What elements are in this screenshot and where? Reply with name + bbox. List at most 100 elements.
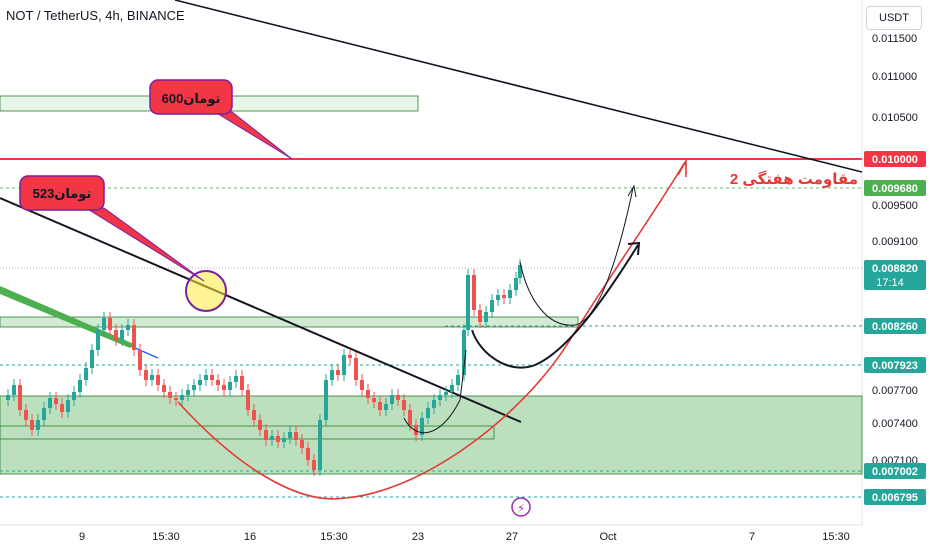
highlight-circle[interactable] bbox=[185, 270, 227, 312]
candle-body bbox=[252, 410, 256, 420]
red-arc-projection[interactable] bbox=[177, 161, 686, 500]
time-tick-label: 23 bbox=[412, 531, 424, 543]
candle-body bbox=[360, 380, 364, 390]
curve-bold[interactable] bbox=[471, 244, 639, 369]
resistance-label: مقاومت هفتگی 2 bbox=[730, 170, 858, 188]
candle-body bbox=[502, 295, 506, 298]
candle-body bbox=[366, 390, 370, 398]
price-tick-label: 0.007700 bbox=[872, 385, 918, 397]
candle-body bbox=[192, 385, 196, 390]
candle-body bbox=[518, 265, 522, 278]
time-tick-label: 27 bbox=[506, 531, 518, 543]
price-tag-label: 0.008820 bbox=[872, 263, 918, 275]
candle-body bbox=[144, 370, 148, 380]
time-tick-label: 15:30 bbox=[152, 531, 180, 543]
candle-body bbox=[294, 432, 298, 440]
callout-600-text: تومان600 bbox=[162, 91, 221, 106]
callout-523[interactable] bbox=[19, 175, 105, 211]
candle-body bbox=[168, 392, 172, 398]
price-tags: 0.010000 0.009680 0.008820 17:14 0.008260 0.0… bbox=[864, 151, 926, 505]
price-tag bbox=[864, 180, 926, 196]
candle-body bbox=[108, 318, 112, 330]
candle-body bbox=[204, 375, 208, 380]
candle-body bbox=[432, 400, 436, 408]
price-tick-label: 0.010500 bbox=[872, 112, 918, 124]
candle-body bbox=[162, 385, 166, 392]
candle-body bbox=[42, 408, 46, 420]
price-tag-label: 0.010000 bbox=[872, 154, 918, 166]
candle-body bbox=[348, 355, 352, 358]
price-tick-label: 0.011000 bbox=[872, 71, 917, 83]
candle-body bbox=[336, 370, 340, 375]
candle-body bbox=[312, 460, 316, 470]
candle-body bbox=[234, 376, 238, 382]
price-tag bbox=[864, 463, 926, 479]
candle-body bbox=[300, 440, 304, 448]
time-tick-label: 16 bbox=[244, 531, 256, 543]
candle-body bbox=[48, 398, 52, 408]
candle-body bbox=[384, 404, 388, 410]
candle-body bbox=[138, 350, 142, 370]
lightning-icon[interactable] bbox=[511, 497, 531, 517]
candle-body bbox=[18, 385, 22, 410]
chart-title: NOT / TetherUS, 4h, BINANCE bbox=[6, 8, 185, 23]
callout-600[interactable] bbox=[149, 79, 233, 115]
currency-button[interactable]: USDT bbox=[866, 6, 922, 30]
candle-body bbox=[282, 438, 286, 442]
candle-body bbox=[60, 404, 64, 412]
candle-body bbox=[484, 312, 488, 322]
candle-body bbox=[84, 368, 88, 380]
candle-body bbox=[72, 392, 76, 400]
candle-body bbox=[126, 325, 130, 330]
callout-523-text: تومان523 bbox=[33, 186, 92, 201]
candle-body bbox=[270, 436, 274, 440]
candle-body bbox=[174, 398, 178, 400]
candle-body bbox=[444, 392, 448, 395]
candle-body bbox=[396, 395, 400, 400]
candle-body bbox=[210, 375, 214, 380]
candle-body bbox=[198, 380, 202, 385]
candle-body bbox=[402, 400, 406, 410]
candle-body bbox=[342, 355, 346, 375]
price-tick-label: 0.011500 bbox=[872, 33, 917, 45]
price-tag-label: 0.006795 bbox=[872, 492, 918, 504]
candle-body bbox=[132, 325, 136, 350]
price-tag-countdown: 17:14 bbox=[876, 277, 904, 289]
candle-body bbox=[372, 398, 376, 402]
curve-small bbox=[403, 399, 461, 434]
candle-body bbox=[508, 290, 512, 298]
time-tick-label: 7 bbox=[749, 531, 755, 543]
curve-thin bbox=[519, 187, 634, 326]
candle-body bbox=[264, 430, 268, 440]
candle-body bbox=[306, 448, 310, 460]
time-tick-label: 15:30 bbox=[822, 531, 850, 543]
price-tick-label: 0.009100 bbox=[872, 236, 918, 248]
zone-inner[interactable] bbox=[0, 425, 495, 440]
candle-body bbox=[96, 330, 100, 350]
candle-body bbox=[426, 408, 430, 418]
candle-body bbox=[318, 420, 322, 470]
time-tick-label: 15:30 bbox=[320, 531, 348, 543]
candle-body bbox=[438, 395, 442, 400]
trendline-descending[interactable] bbox=[0, 197, 522, 423]
candle-body bbox=[216, 380, 220, 385]
candle-body bbox=[490, 300, 494, 312]
candle-body bbox=[150, 375, 154, 380]
candle-body bbox=[6, 395, 10, 400]
price-tag-label: 0.007923 bbox=[872, 360, 918, 372]
candle-body bbox=[472, 275, 476, 310]
trendline-green[interactable] bbox=[0, 286, 134, 348]
time-tick-label: 9 bbox=[79, 531, 85, 543]
support-zone-big[interactable] bbox=[0, 395, 863, 475]
candle-body bbox=[90, 350, 94, 368]
candle-body bbox=[240, 376, 244, 390]
candle-body bbox=[156, 375, 160, 385]
candle-body bbox=[478, 310, 482, 322]
trendline-top[interactable] bbox=[174, 0, 863, 173]
candle-body bbox=[330, 370, 334, 380]
price-tag bbox=[864, 260, 926, 290]
candle-body bbox=[420, 418, 424, 435]
candle-body bbox=[54, 398, 58, 404]
